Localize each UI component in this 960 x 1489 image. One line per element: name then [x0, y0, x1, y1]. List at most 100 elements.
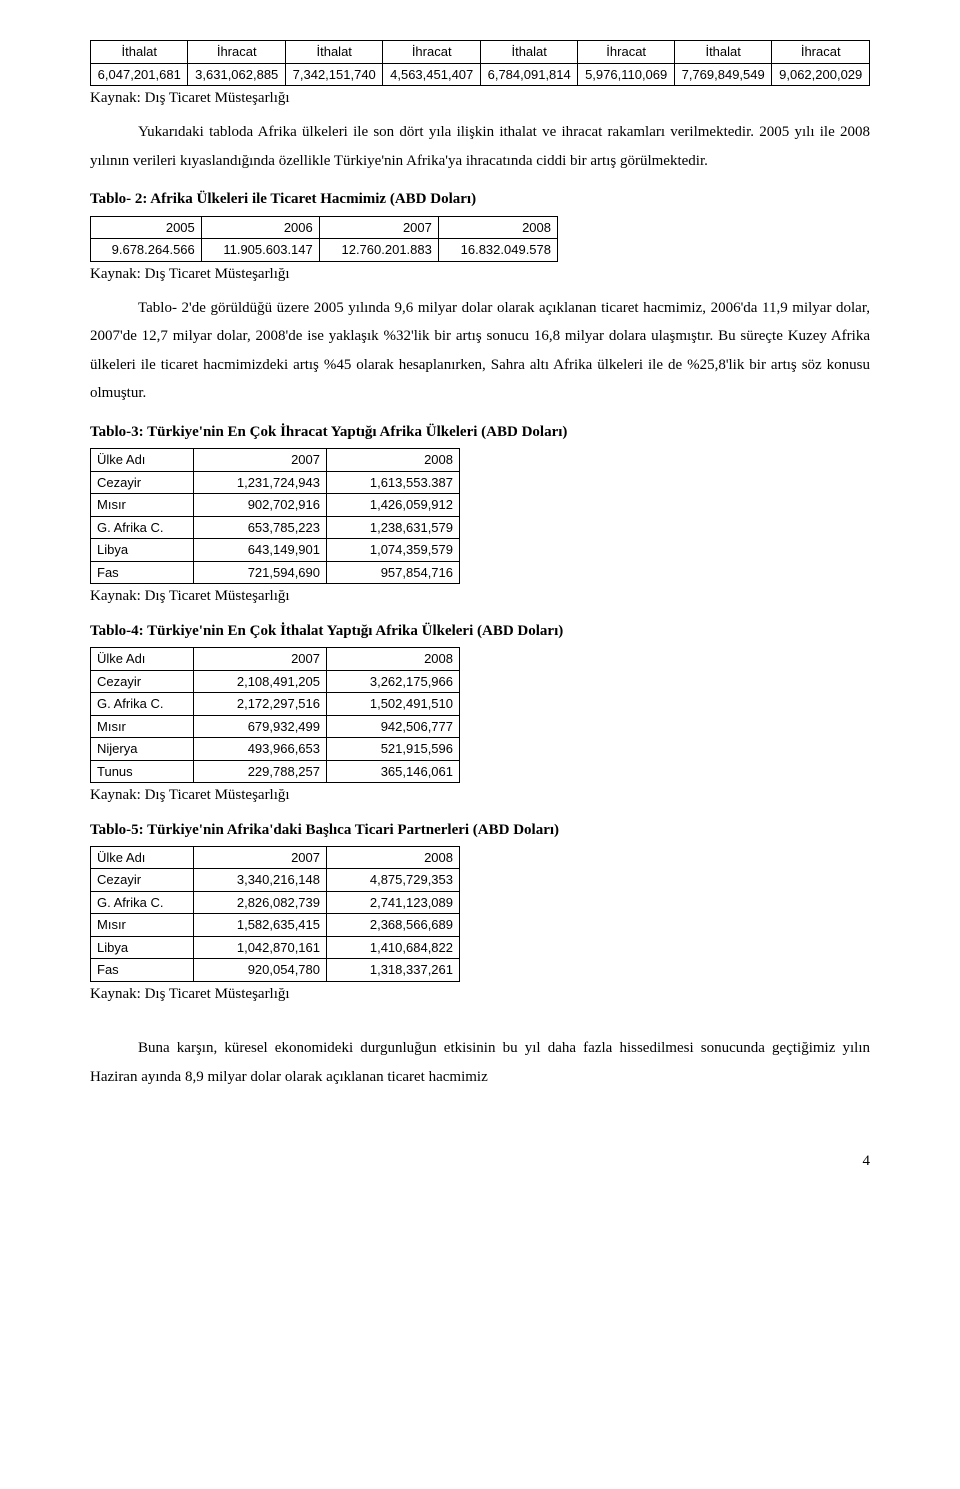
- cell: 521,915,596: [327, 738, 460, 761]
- cell: 4,875,729,353: [327, 869, 460, 892]
- cell: Mısır: [91, 914, 194, 937]
- cell: 1,426,059,912: [327, 494, 460, 517]
- cell: G. Afrika C.: [91, 693, 194, 716]
- table-2-heading: Tablo- 2: Afrika Ülkeleri ile Ticaret Ha…: [90, 189, 870, 209]
- cell: Cezayir: [91, 471, 194, 494]
- table-row: G. Afrika C.653,785,2231,238,631,579: [91, 516, 460, 539]
- cell: 2,172,297,516: [194, 693, 327, 716]
- cell: 679,932,499: [194, 715, 327, 738]
- table-row: Libya1,042,870,1611,410,684,822: [91, 936, 460, 959]
- cell: 3,631,062,885: [188, 63, 285, 86]
- cell: 1,074,359,579: [327, 539, 460, 562]
- table-row: G. Afrika C.2,826,082,7392,741,123,089: [91, 891, 460, 914]
- table-5-heading: Tablo-5: Türkiye'nin Afrika'daki Başlıca…: [90, 820, 870, 840]
- cell: Libya: [91, 539, 194, 562]
- table-row: Cezayir3,340,216,1484,875,729,353: [91, 869, 460, 892]
- cell: G. Afrika C.: [91, 891, 194, 914]
- col-header: İhracat: [578, 41, 675, 64]
- cell: 643,149,901: [194, 539, 327, 562]
- col-header: İhracat: [772, 41, 870, 64]
- cell: Fas: [91, 959, 194, 982]
- cell: 4,563,451,407: [383, 63, 480, 86]
- cell: 2,368,566,689: [327, 914, 460, 937]
- table-1-caption: Kaynak: Dış Ticaret Müsteşarlığı: [90, 88, 870, 108]
- cell: 2,826,082,739: [194, 891, 327, 914]
- table-row: İthalat İhracat İthalat İhracat İthalat …: [91, 41, 870, 64]
- paragraph-1: Yukarıdaki tabloda Afrika ülkeleri ile s…: [90, 118, 870, 175]
- cell: Mısır: [91, 715, 194, 738]
- cell: 229,788,257: [194, 760, 327, 783]
- cell: 365,146,061: [327, 760, 460, 783]
- cell: 1,231,724,943: [194, 471, 327, 494]
- col-header: 2007: [194, 846, 327, 869]
- cell: 1,318,337,261: [327, 959, 460, 982]
- table-4: Ülke Adı 2007 2008 Cezayir2,108,491,2053…: [90, 647, 460, 783]
- cell: 902,702,916: [194, 494, 327, 517]
- table-row: Cezayir1,231,724,9431,613,553.387: [91, 471, 460, 494]
- col-header: 2008: [327, 647, 460, 670]
- cell: 11.905.603.147: [201, 239, 319, 262]
- col-header: İthalat: [91, 41, 188, 64]
- col-header: Ülke Adı: [91, 449, 194, 472]
- cell: 721,594,690: [194, 561, 327, 584]
- paragraph-3: Buna karşın, küresel ekonomideki durgunl…: [90, 1034, 870, 1091]
- cell: 6,784,091,814: [480, 63, 577, 86]
- col-header: İhracat: [188, 41, 285, 64]
- col-header: İthalat: [480, 41, 577, 64]
- table-row: 2005 2006 2007 2008: [91, 216, 558, 239]
- cell: 1,502,491,510: [327, 693, 460, 716]
- col-header: 2007: [194, 449, 327, 472]
- table-3-caption: Kaynak: Dış Ticaret Müsteşarlığı: [90, 586, 870, 606]
- col-header: 2008: [327, 846, 460, 869]
- cell: 1,042,870,161: [194, 936, 327, 959]
- cell: 1,613,553.387: [327, 471, 460, 494]
- table-row: Libya643,149,9011,074,359,579: [91, 539, 460, 562]
- table-5: Ülke Adı 2007 2008 Cezayir3,340,216,1484…: [90, 846, 460, 982]
- table-2-caption: Kaynak: Dış Ticaret Müsteşarlığı: [90, 264, 870, 284]
- table-row: Nijerya493,966,653521,915,596: [91, 738, 460, 761]
- table-row: Ülke Adı 2007 2008: [91, 449, 460, 472]
- paragraph-2: Tablo- 2'de görüldüğü üzere 2005 yılında…: [90, 294, 870, 408]
- table-2: 2005 2006 2007 2008 9.678.264.566 11.905…: [90, 216, 558, 262]
- col-header: İthalat: [674, 41, 771, 64]
- table-row: Mısır679,932,499942,506,777: [91, 715, 460, 738]
- cell: Nijerya: [91, 738, 194, 761]
- col-header: İthalat: [285, 41, 382, 64]
- cell: Fas: [91, 561, 194, 584]
- table-row: 6,047,201,681 3,631,062,885 7,342,151,74…: [91, 63, 870, 86]
- cell: Cezayir: [91, 869, 194, 892]
- table-row: Tunus229,788,257365,146,061: [91, 760, 460, 783]
- cell: 957,854,716: [327, 561, 460, 584]
- cell: 7,342,151,740: [285, 63, 382, 86]
- table-row: Mısır1,582,635,4152,368,566,689: [91, 914, 460, 937]
- cell: 5,976,110,069: [578, 63, 675, 86]
- col-header: 2005: [91, 216, 202, 239]
- cell: 9,062,200,029: [772, 63, 870, 86]
- cell: 1,410,684,822: [327, 936, 460, 959]
- col-header: 2007: [319, 216, 438, 239]
- cell: 12.760.201.883: [319, 239, 438, 262]
- cell: Libya: [91, 936, 194, 959]
- cell: 6,047,201,681: [91, 63, 188, 86]
- col-header: 2008: [327, 449, 460, 472]
- table-row: Cezayir2,108,491,2053,262,175,966: [91, 670, 460, 693]
- table-4-heading: Tablo-4: Türkiye'nin En Çok İthalat Yapt…: [90, 621, 870, 641]
- table-1: İthalat İhracat İthalat İhracat İthalat …: [90, 40, 870, 86]
- cell: Tunus: [91, 760, 194, 783]
- cell: Cezayir: [91, 670, 194, 693]
- cell: 942,506,777: [327, 715, 460, 738]
- table-4-caption: Kaynak: Dış Ticaret Müsteşarlığı: [90, 785, 870, 805]
- table-row: 9.678.264.566 11.905.603.147 12.760.201.…: [91, 239, 558, 262]
- table-row: Ülke Adı 2007 2008: [91, 846, 460, 869]
- col-header: İhracat: [383, 41, 480, 64]
- col-header: Ülke Adı: [91, 846, 194, 869]
- table-3-heading: Tablo-3: Türkiye'nin En Çok İhracat Yapt…: [90, 422, 870, 442]
- cell: 7,769,849,549: [674, 63, 771, 86]
- cell: 1,582,635,415: [194, 914, 327, 937]
- cell: 9.678.264.566: [91, 239, 202, 262]
- table-row: Fas721,594,690957,854,716: [91, 561, 460, 584]
- cell: 653,785,223: [194, 516, 327, 539]
- cell: G. Afrika C.: [91, 516, 194, 539]
- cell: 3,340,216,148: [194, 869, 327, 892]
- table-row: G. Afrika C.2,172,297,5161,502,491,510: [91, 693, 460, 716]
